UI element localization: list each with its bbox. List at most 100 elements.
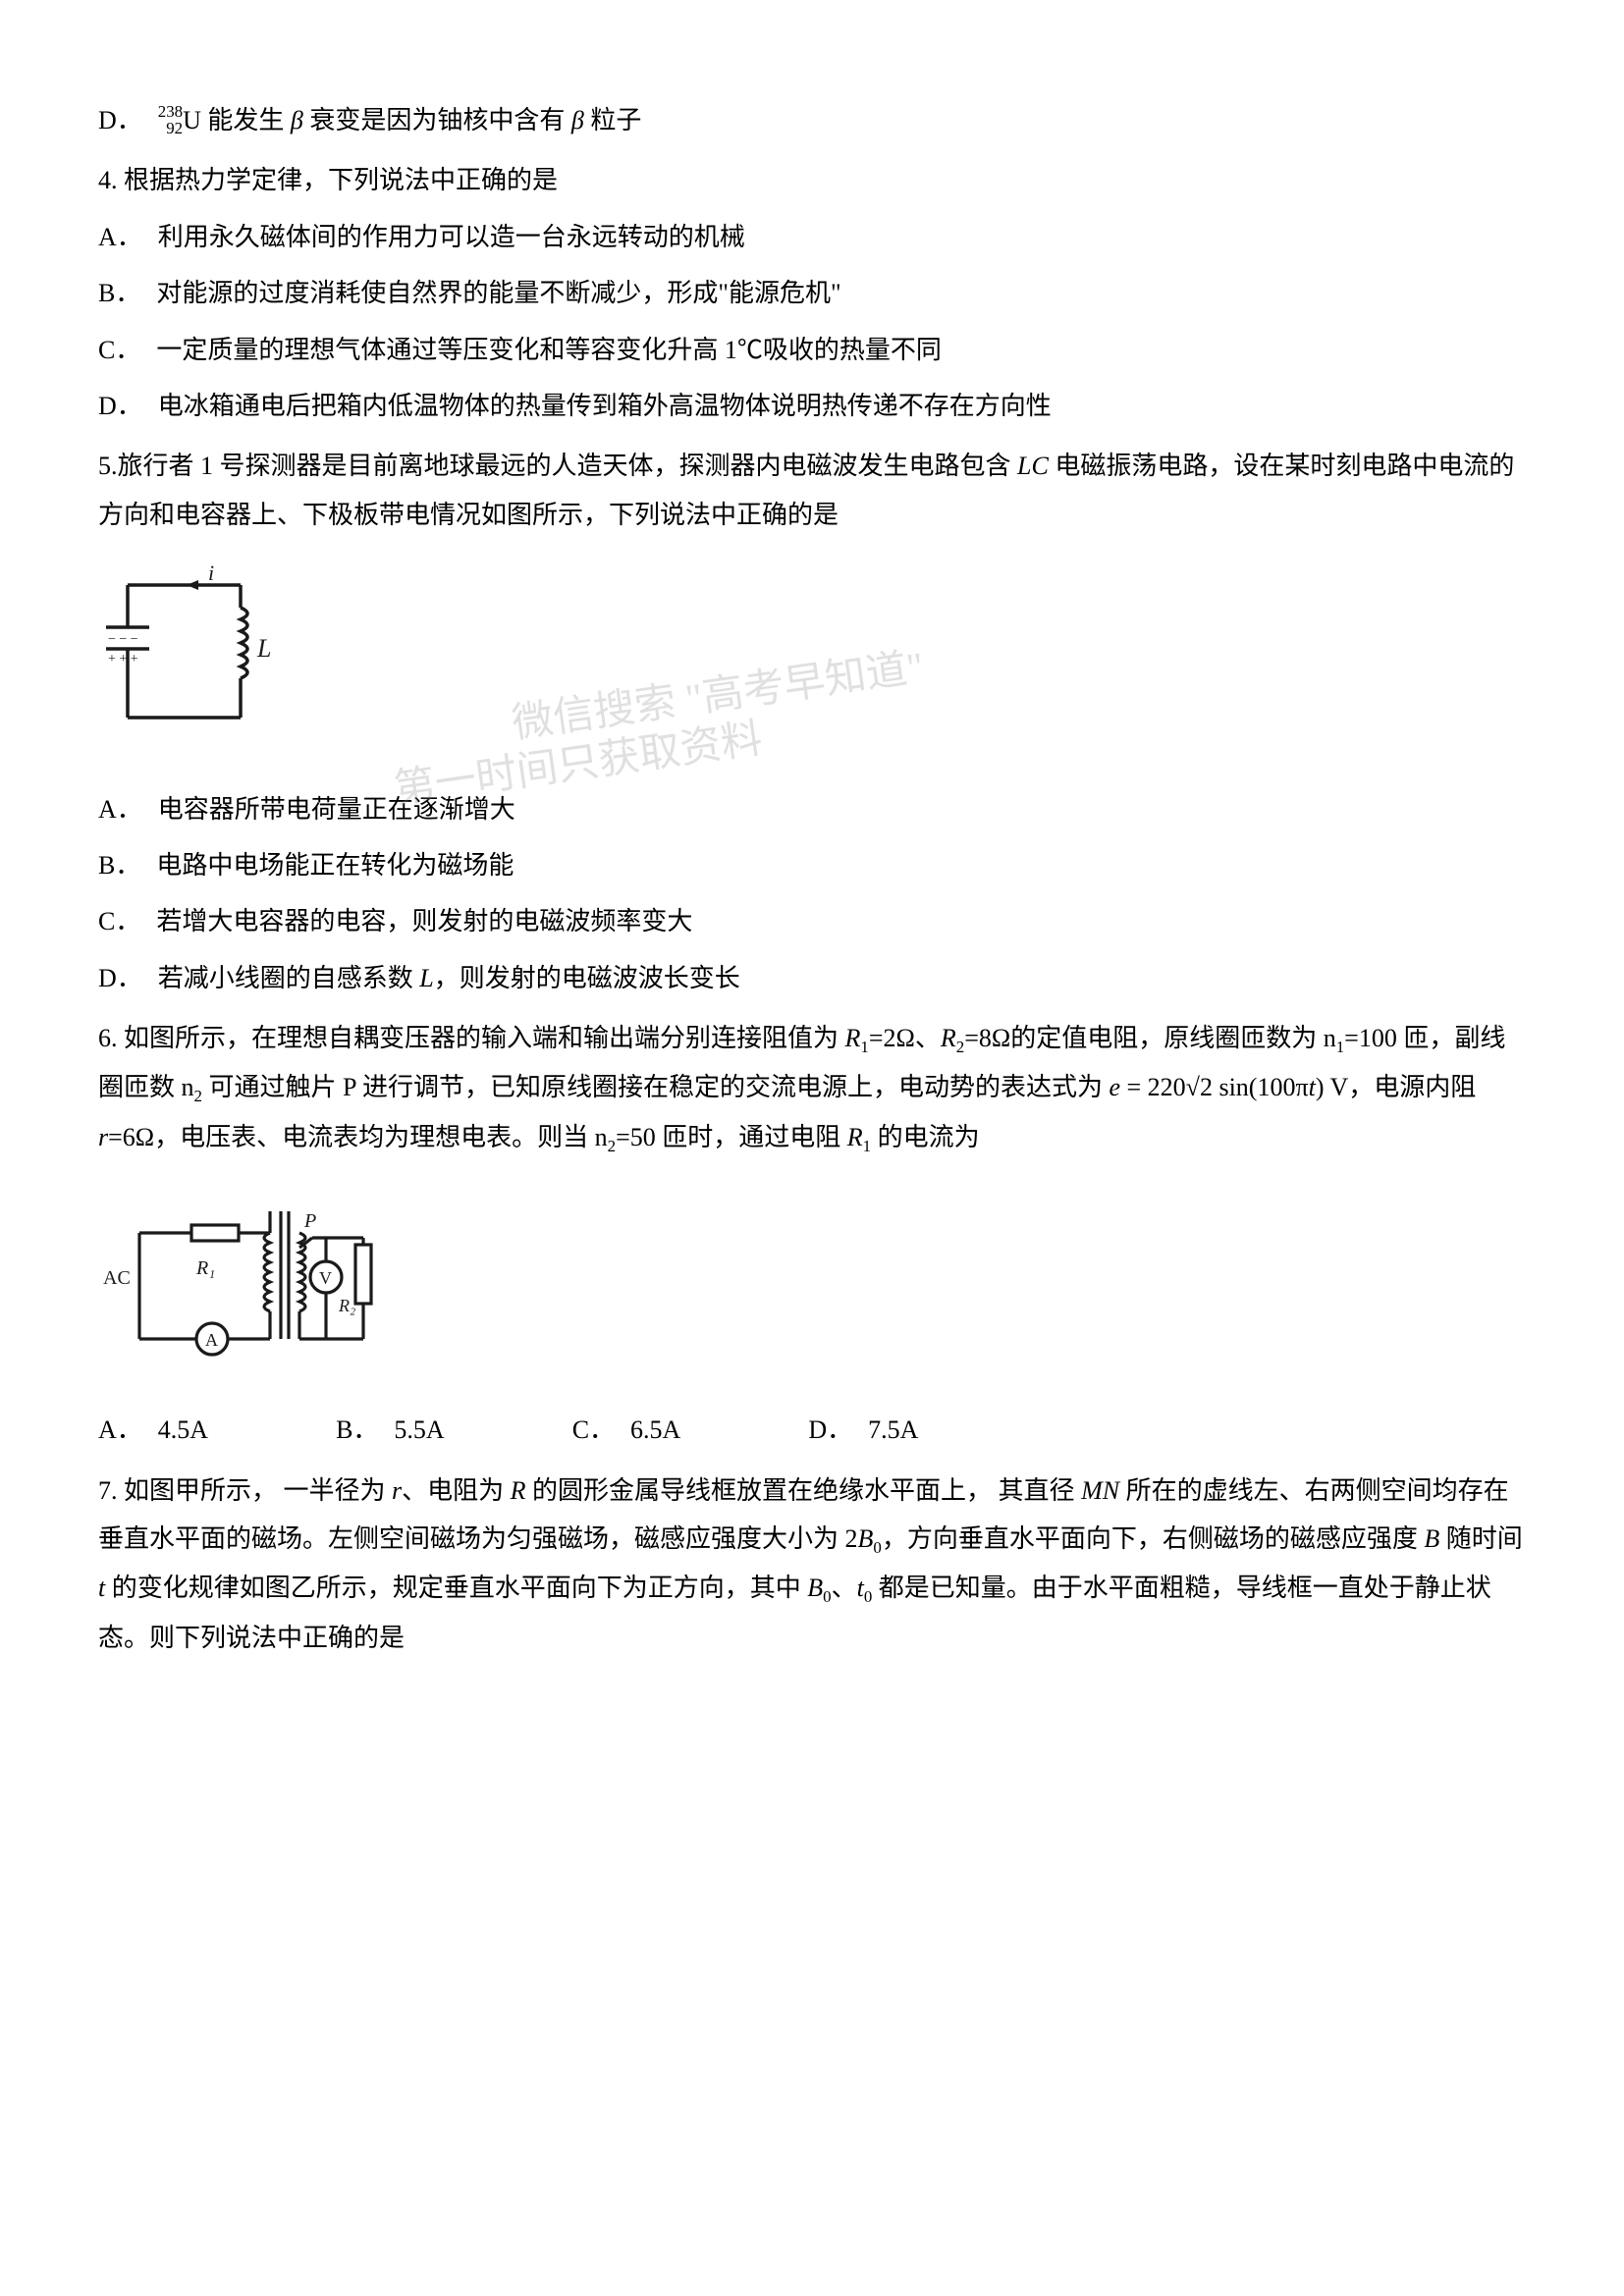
q6-option-c: C． 6.5A bbox=[572, 1406, 681, 1454]
n1-sub: 1 bbox=[1336, 1038, 1344, 1056]
q5-option-a: A． 电容器所带电荷量正在逐渐增大 bbox=[98, 785, 1526, 833]
emf-eq: = 220√2 sin(100π bbox=[1120, 1073, 1309, 1101]
t0-symbol: t bbox=[857, 1574, 864, 1602]
q4-option-a: A． 利用永久磁体间的作用力可以造一台永远转动的机械 bbox=[98, 213, 1526, 261]
q5-option-c: C． 若增大电容器的电容，则发射的电磁波频率变大 bbox=[98, 897, 1526, 945]
r2-sub: 2 bbox=[956, 1038, 964, 1056]
stem-text: 如图所示，在理想自耦变压器的输入端和输出端分别连接阻值为 bbox=[124, 1024, 845, 1052]
option-label: A． bbox=[98, 213, 142, 261]
emf-e: e bbox=[1109, 1073, 1120, 1101]
text-mid: 能发生 bbox=[201, 106, 291, 134]
r1-label: R₁ bbox=[195, 1257, 215, 1279]
r2-label: R₂ bbox=[338, 1296, 355, 1315]
q7-stem: 7. 如图甲所示， 一半径为 r、电阻为 R 的圆形金属导线框放置在绝缘水平面上… bbox=[98, 1467, 1526, 1662]
isotope-symbol: U bbox=[183, 106, 201, 134]
option-text: 238 92 U 能发生 β 衰变是因为铀核中含有 β 粒子 bbox=[158, 96, 642, 144]
r2-eq: =8Ω的定值电阻，原线圈匝数为 n bbox=[964, 1024, 1336, 1052]
r2-symbol: R bbox=[941, 1024, 956, 1052]
option-text: 电容器所带电荷量正在逐渐增大 bbox=[158, 785, 515, 833]
n2-mid: 可通过触片 P 进行调节，已知原线圈接在稳定的交流电源上，电动势的表达式为 bbox=[202, 1073, 1110, 1101]
question-number: 7. bbox=[98, 1476, 118, 1505]
voltmeter-label: V bbox=[319, 1268, 332, 1288]
B0-sub: 0 bbox=[873, 1538, 881, 1557]
r1-eq: =2Ω、 bbox=[869, 1024, 941, 1052]
option-text: 电冰箱通电后把箱内低温物体的热量传到箱外高温物体说明热传递不存在方向性 bbox=[158, 382, 1052, 430]
option-label: C． bbox=[98, 326, 140, 374]
q5-stem: 5.旅行者 1 号探测器是目前离地球最远的人造天体，探测器内电磁波发生电路包含 … bbox=[98, 442, 1526, 539]
option-label: B． bbox=[98, 269, 140, 317]
B0b-sub: 0 bbox=[823, 1588, 831, 1607]
option-value: 4.5A bbox=[158, 1406, 208, 1454]
q6-transformer-diagram: AC R₁ P V bbox=[98, 1184, 383, 1370]
stem-text: 旅行者 1 号探测器是目前离地球最远的人造天体，探测器内电磁波发生电路包含 bbox=[118, 452, 1018, 480]
l-italic: L bbox=[419, 964, 433, 992]
lc-circuit-svg: i − − − + + + L bbox=[98, 561, 285, 747]
question-number: 6. bbox=[98, 1024, 118, 1052]
beta-symbol: β bbox=[291, 106, 303, 134]
option-label: C． bbox=[572, 1406, 615, 1454]
B0b-symbol: B bbox=[807, 1574, 823, 1602]
q5-option-b: B． 电路中电场能正在转化为磁场能 bbox=[98, 841, 1526, 889]
q6-option-d: D． 7.5A bbox=[808, 1406, 918, 1454]
q6-option-a: A． 4.5A bbox=[98, 1406, 208, 1454]
watermark-line-1: 微信搜索 "高考早知道" bbox=[508, 629, 930, 765]
transformer-svg: AC R₁ P V bbox=[98, 1184, 383, 1370]
text-pre: 若减小线圈的自感系数 bbox=[158, 964, 420, 992]
emf-t: t bbox=[1309, 1073, 1316, 1101]
option-label: D． bbox=[808, 1406, 852, 1454]
option-label: A． bbox=[98, 1406, 142, 1454]
isotope-z: 92 bbox=[166, 119, 183, 137]
q3-option-d: D． 238 92 U 能发生 β 衰变是因为铀核中含有 β 粒子 bbox=[98, 96, 1526, 144]
q6-options-row: A． 4.5A B． 5.5A C． 6.5A D． 7.5A bbox=[98, 1406, 1526, 1454]
option-text: 利用永久磁体间的作用力可以造一台永远转动的机械 bbox=[158, 213, 745, 261]
B0-symbol: B bbox=[858, 1524, 874, 1553]
R-symbol: R bbox=[511, 1476, 526, 1505]
option-text: 若减小线圈的自感系数 L，则发射的电磁波波长变长 bbox=[158, 954, 740, 1002]
question-text: 根据热力学定律，下列说法中正确的是 bbox=[124, 166, 558, 194]
q6-option-b: B． 5.5A bbox=[336, 1406, 445, 1454]
question-number: 4. bbox=[98, 166, 118, 194]
option-text: 电路中电场能正在转化为磁场能 bbox=[156, 841, 514, 889]
stem-text: 、 bbox=[832, 1574, 857, 1602]
option-label: D． bbox=[98, 96, 142, 144]
q4-stem: 4. 根据热力学定律，下列说法中正确的是 bbox=[98, 156, 1526, 204]
r1-sub: 1 bbox=[860, 1038, 868, 1056]
ammeter-label: A bbox=[205, 1330, 218, 1350]
option-text: 一定质量的理想气体通过等压变化和等容变化升高 1℃吸收的热量不同 bbox=[156, 326, 942, 374]
current-label: i bbox=[208, 561, 214, 585]
stem-text: 的变化规律如图乙所示，规定垂直水平面向下为正方向，其中 bbox=[105, 1574, 807, 1602]
stem-text: 、电阻为 bbox=[402, 1476, 511, 1505]
stem-text: ，方向垂直水平面向下，右侧磁场的磁感应强度 bbox=[882, 1524, 1425, 1553]
option-text: 若增大电容器的电容，则发射的电磁波频率变大 bbox=[156, 897, 692, 945]
r1b-symbol: R bbox=[847, 1123, 863, 1151]
r1-symbol: R bbox=[845, 1024, 861, 1052]
option-text: 对能源的过度消耗使自然界的能量不断减少，形成"能源危机" bbox=[156, 269, 840, 317]
option-label: D． bbox=[98, 382, 142, 430]
emf-unit: ) V bbox=[1316, 1073, 1348, 1101]
cap-bot-signs: + + + bbox=[108, 652, 138, 667]
stem-text: 随时间 bbox=[1439, 1524, 1523, 1553]
B-symbol: B bbox=[1424, 1524, 1439, 1553]
cap-top-signs: − − − bbox=[108, 632, 138, 647]
text-post: ，则发射的电磁波波长变长 bbox=[434, 964, 740, 992]
n2b-eq: =50 匝时，通过电阻 bbox=[616, 1123, 847, 1151]
stem-text: 如图甲所示， 一半径为 bbox=[124, 1476, 392, 1505]
q4-option-d: D． 电冰箱通电后把箱内低温物体的热量传到箱外高温物体说明热传递不存在方向性 bbox=[98, 382, 1526, 430]
q4-option-b: B． 对能源的过度消耗使自然界的能量不断减少，形成"能源危机" bbox=[98, 269, 1526, 317]
option-label: C． bbox=[98, 897, 140, 945]
q5-option-d: D． 若减小线圈的自感系数 L，则发射的电磁波波长变长 bbox=[98, 954, 1526, 1002]
MN-symbol: MN bbox=[1081, 1476, 1119, 1505]
emf-after: ，电源内阻 bbox=[1348, 1073, 1476, 1101]
text-tail1: 衰变是因为铀核中含有 bbox=[303, 106, 571, 134]
r-symbol: r bbox=[98, 1123, 108, 1151]
stem-text: 的圆形金属导线框放置在绝缘水平面上， 其直径 bbox=[526, 1476, 1082, 1505]
p-label: P bbox=[303, 1210, 316, 1232]
option-label: B． bbox=[98, 841, 140, 889]
option-value: 5.5A bbox=[394, 1406, 444, 1454]
r-symbol: r bbox=[392, 1476, 402, 1505]
q4-option-c: C． 一定质量的理想气体通过等压变化和等容变化升高 1℃吸收的热量不同 bbox=[98, 326, 1526, 374]
option-value: 7.5A bbox=[868, 1406, 918, 1454]
r-eq: =6Ω，电压表、电流表均为理想电表。则当 n bbox=[108, 1123, 608, 1151]
inductor-label: L bbox=[256, 634, 271, 663]
option-label: D． bbox=[98, 954, 142, 1002]
